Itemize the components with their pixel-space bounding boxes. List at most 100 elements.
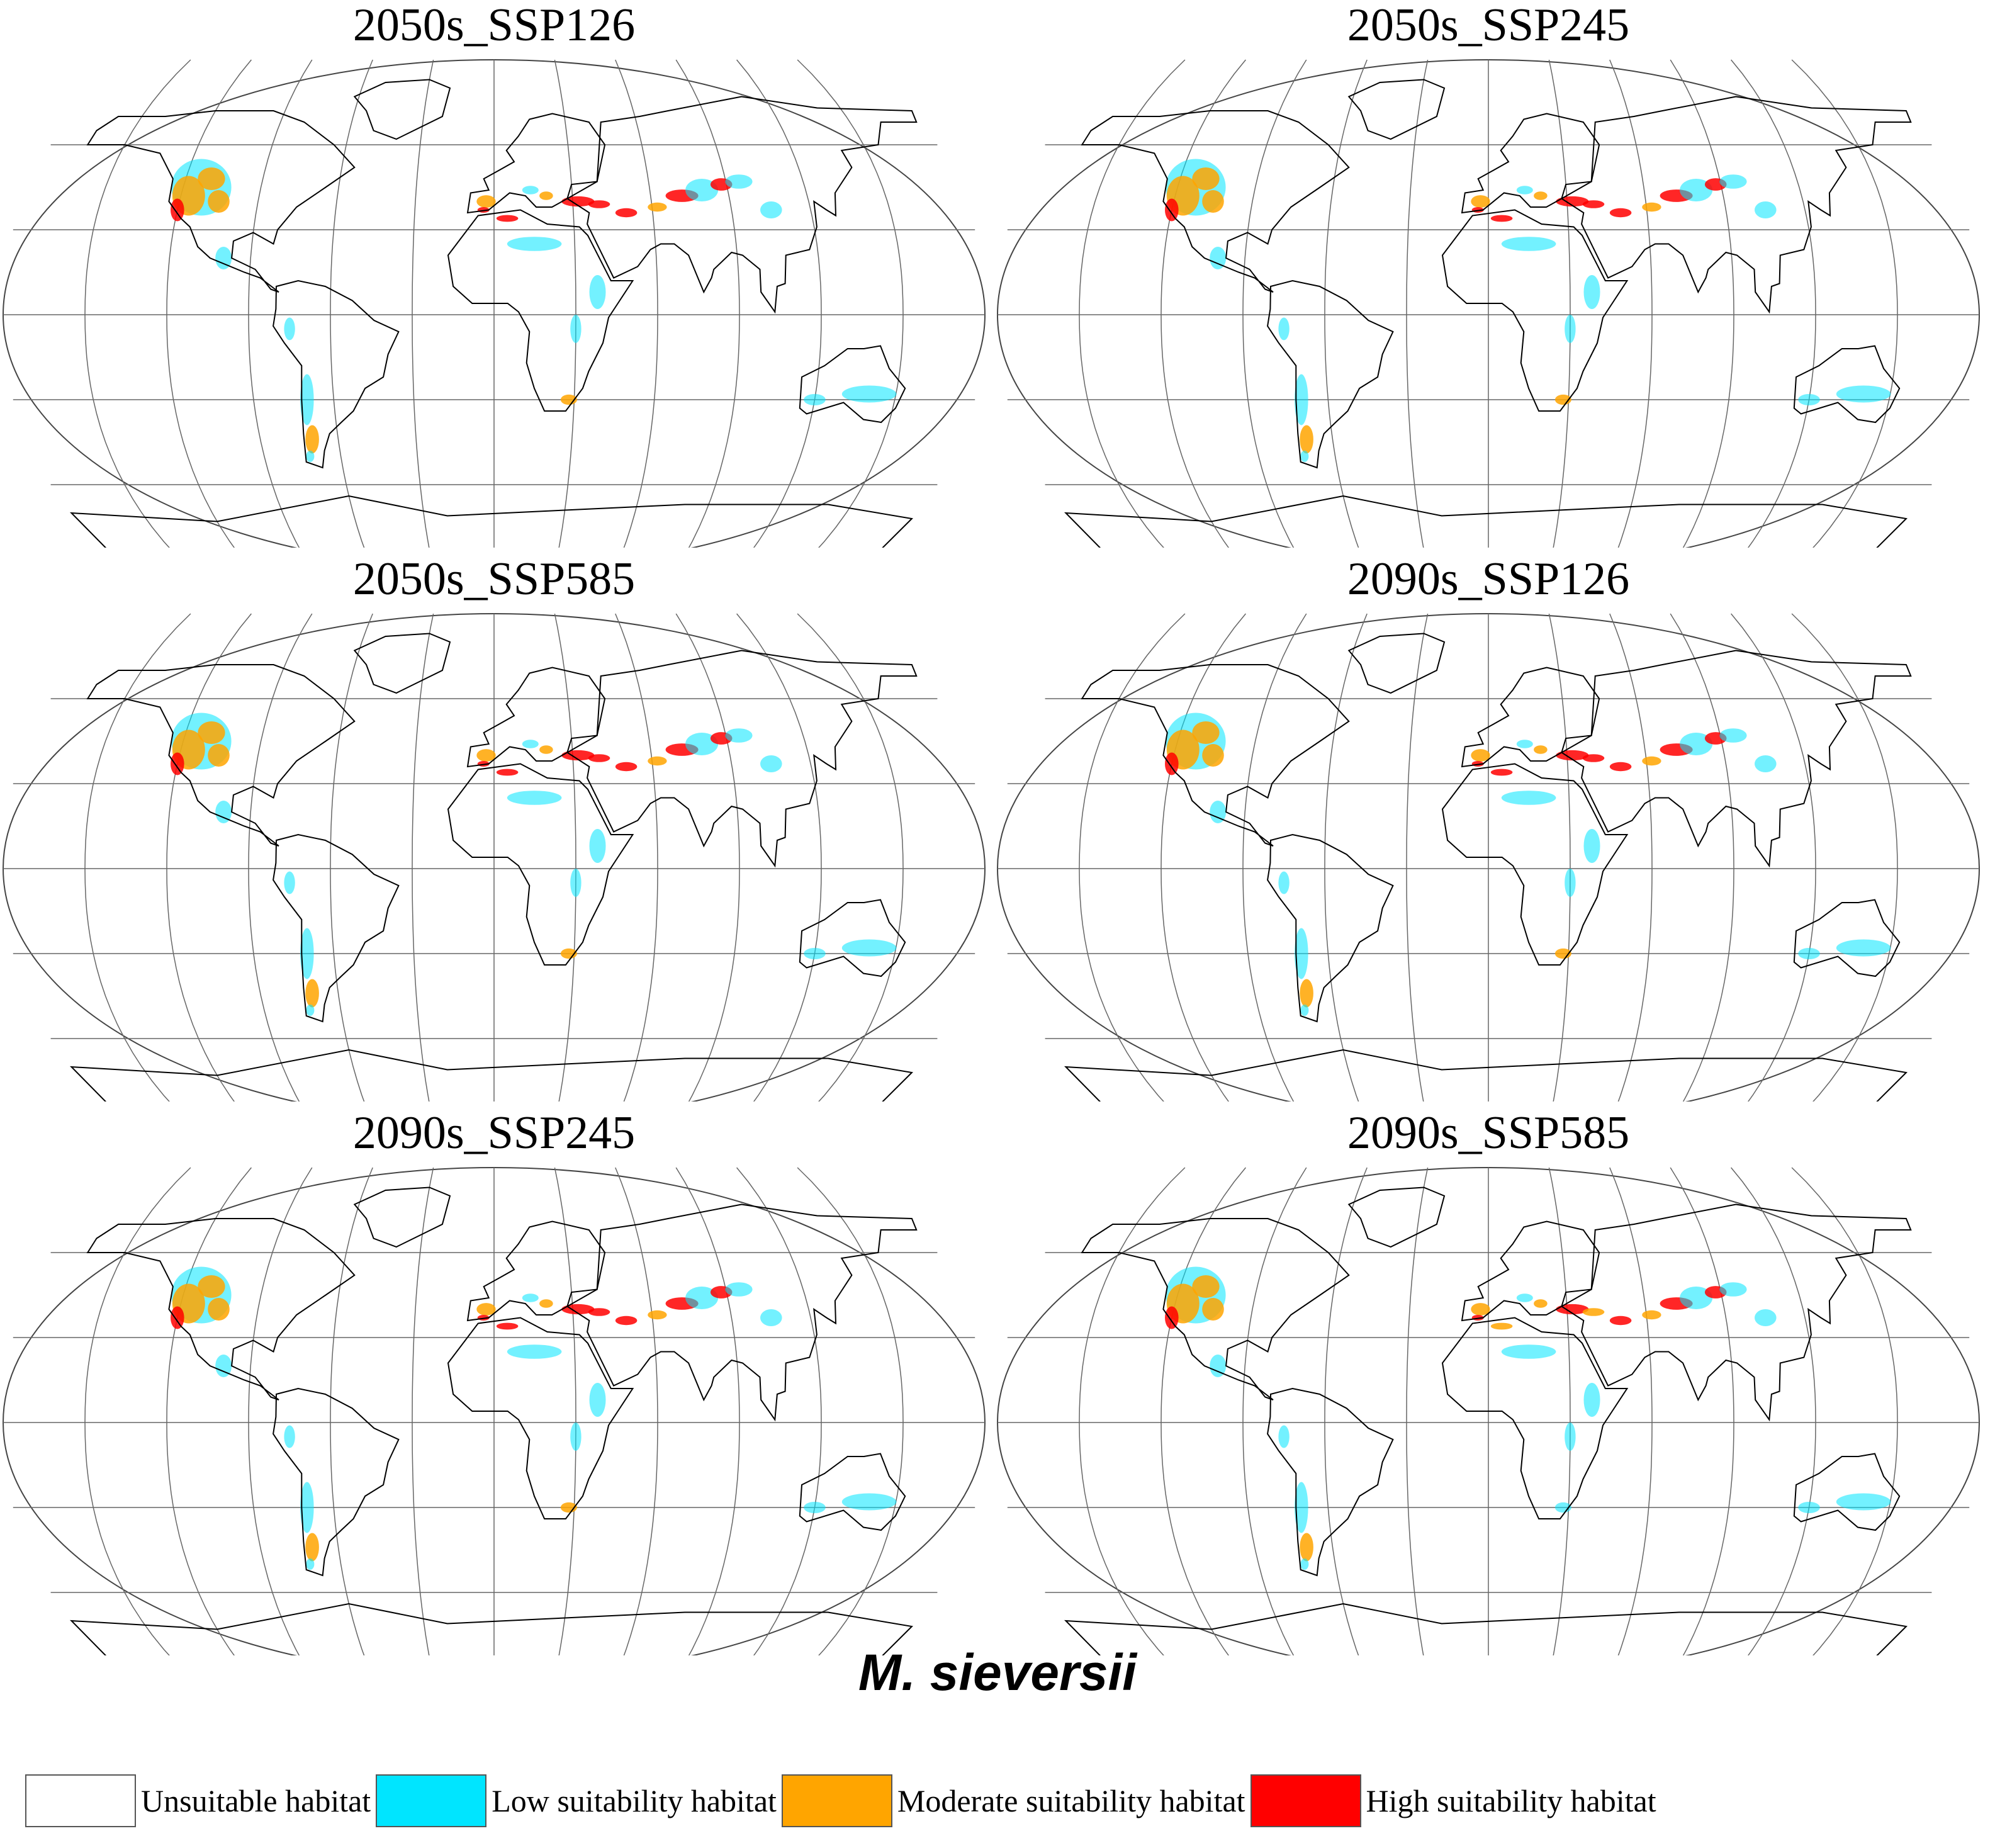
coastline-australia: [1793, 345, 1901, 424]
habitat-area: [198, 167, 225, 190]
habitat-area: [1534, 1299, 1548, 1308]
habitat-area: [648, 202, 667, 212]
world-map: [3, 613, 986, 1101]
habitat-area: [1680, 179, 1713, 201]
legend: Unsuitable habitat Low suitability habit…: [25, 1772, 1661, 1829]
habitat-area: [1165, 752, 1179, 775]
habitat-area: [589, 829, 606, 863]
map-panel: 2050s_SSP245: [994, 0, 1982, 548]
habitat-area: [1501, 237, 1556, 251]
habitat-area: [1582, 754, 1605, 762]
habitat-area: [1471, 1303, 1490, 1316]
coastline-south-america: [1267, 1387, 1394, 1577]
habitat-area: [198, 1275, 225, 1298]
habitat-area: [1202, 744, 1224, 767]
coastline-antarctica: [1064, 1603, 1908, 1655]
habitat-area: [1582, 1308, 1605, 1316]
habitat-area: [1501, 1344, 1556, 1359]
habitat-area: [305, 425, 319, 454]
coastline-europe: [1461, 113, 1600, 214]
habitat-area: [1192, 1275, 1220, 1298]
habitat-area: [1300, 1005, 1309, 1016]
habitat-area: [1798, 948, 1820, 959]
world-map: [3, 59, 986, 548]
habitat-area: [1295, 374, 1308, 425]
coastline-antarctica: [1064, 495, 1908, 548]
habitat-area: [507, 791, 562, 805]
map-panel: 2090s_SSP126: [994, 554, 1982, 1101]
habitat-area: [1278, 871, 1290, 894]
habitat-area: [208, 1298, 230, 1321]
habitat-area: [589, 275, 606, 309]
habitat-area: [561, 1304, 595, 1315]
habitat-area: [1165, 1306, 1179, 1329]
habitat-area: [476, 749, 496, 762]
legend-label-high: High suitability habitat: [1366, 1783, 1656, 1818]
world-map: [3, 1167, 986, 1655]
habitat-area: [496, 215, 519, 222]
legend-label-low: Low suitability habitat: [492, 1783, 777, 1818]
habitat-area: [1582, 200, 1605, 208]
habitat-area: [615, 1316, 638, 1326]
habitat-area: [1719, 1282, 1747, 1297]
panel-title: 2050s_SSP245: [1347, 0, 1630, 51]
habitat-area: [1719, 728, 1747, 743]
coastline-asia: [1560, 1203, 1912, 1422]
habitat-area: [1583, 275, 1600, 309]
coastline-asia: [566, 1203, 918, 1422]
species-name: M. sieversii: [858, 1644, 1137, 1701]
habitat-area: [1755, 1309, 1777, 1326]
coastline-south-america: [1267, 833, 1394, 1023]
habitat-area: [1192, 721, 1220, 744]
habitat-area: [1202, 1298, 1224, 1321]
habitat-area: [1556, 1304, 1589, 1315]
coastline-south-america: [1267, 279, 1394, 469]
coastline-europe: [466, 667, 606, 768]
coastline-north-america: [86, 1218, 356, 1400]
habitat-area: [1202, 190, 1224, 213]
map-panel: 2050s_SSP585: [0, 554, 988, 1101]
habitat-area: [804, 948, 826, 959]
legend-item-unsuitable: Unsuitable habitat: [25, 1774, 376, 1827]
habitat-area: [171, 1306, 184, 1329]
habitat-area: [685, 733, 719, 755]
habitat-area: [1534, 745, 1548, 754]
habitat-area: [539, 1299, 553, 1308]
habitat-area: [1583, 1383, 1600, 1417]
habitat-area: [1295, 928, 1308, 979]
habitat-area: [760, 201, 782, 218]
coastline-asia: [566, 96, 918, 314]
habitat-area: [1471, 749, 1490, 762]
habitat-area: [615, 208, 638, 218]
habitat-area: [1490, 769, 1513, 776]
legend-item-high: High suitability habitat: [1250, 1774, 1661, 1827]
legend-swatch-high: [1250, 1774, 1361, 1827]
legend-swatch-moderate: [781, 1774, 892, 1827]
habitat-area: [588, 1308, 610, 1316]
panel-title: 2090s_SSP245: [352, 1107, 636, 1159]
habitat-area: [1300, 425, 1313, 454]
habitat-area: [1609, 1316, 1632, 1326]
habitat-area: [1565, 869, 1576, 897]
coastline-south-america: [273, 833, 400, 1023]
habitat-area: [1300, 451, 1309, 462]
habitat-area: [284, 317, 295, 341]
habitat-area: [1192, 167, 1220, 190]
habitat-area: [841, 939, 897, 957]
habitat-area: [1516, 1293, 1533, 1302]
coastline-africa: [447, 1317, 634, 1519]
habitat-area: [1609, 762, 1632, 772]
habitat-area: [1501, 791, 1556, 805]
legend-item-low: Low suitability habitat: [376, 1774, 782, 1827]
coastline-greenland: [1347, 79, 1446, 140]
panel-title: 2050s_SSP585: [352, 553, 636, 605]
habitat-area: [725, 728, 753, 743]
habitat-area: [305, 979, 319, 1008]
legend-label-moderate: Moderate suitability habitat: [897, 1783, 1245, 1818]
coastline-africa: [1441, 209, 1629, 412]
habitat-area: [1278, 1425, 1290, 1448]
habitat-area: [215, 801, 232, 823]
coastline-australia: [799, 899, 906, 978]
coastline-north-america: [1081, 110, 1350, 293]
habitat-area: [306, 1005, 315, 1016]
